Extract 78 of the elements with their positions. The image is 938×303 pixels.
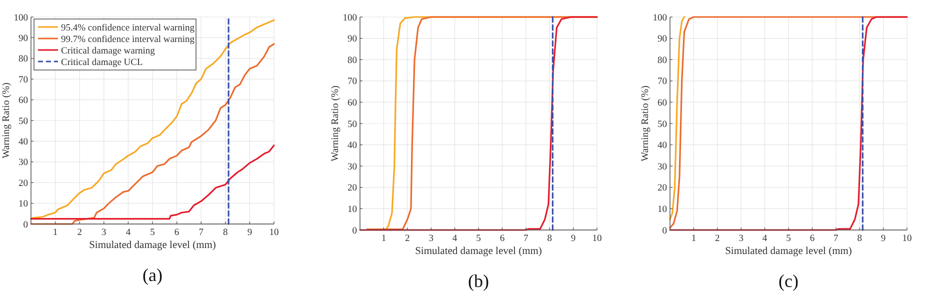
x-tick-label: 1 [691, 234, 696, 244]
x-tick-label: 9 [570, 234, 576, 244]
legend-label: Critical damage UCL [61, 58, 143, 68]
y-tick-label: 70 [658, 77, 668, 88]
y-tick-label: 100 [14, 13, 28, 24]
y-tick-label: 30 [658, 162, 668, 172]
x-tick-label: 10 [269, 228, 279, 238]
y-tick-label: 0 [352, 226, 358, 236]
y-tick-label: 60 [18, 96, 28, 106]
y-tick-label: 20 [658, 184, 668, 194]
y-tick-label: 50 [348, 120, 358, 130]
x-tick-label: 3 [102, 228, 107, 238]
y-axis-title: Warning Ratio (%) [1, 82, 12, 158]
x-tick-label: 10 [592, 234, 602, 244]
x-tick-label: 8 [547, 234, 552, 244]
y-tick-label: 70 [348, 77, 358, 88]
y-tick-label: 20 [348, 184, 358, 194]
y-tick-label: 30 [348, 162, 358, 172]
x-tick-label: 10 [902, 234, 912, 244]
y-tick-label: 60 [658, 98, 668, 108]
y-tick-label: 40 [18, 138, 28, 148]
x-tick-label: 1 [381, 234, 386, 244]
x-tick-label: 2 [715, 234, 720, 244]
y-tick-label: 70 [18, 75, 28, 86]
x-tick-label: 9 [880, 234, 886, 244]
x-tick-label: 8 [223, 228, 228, 238]
x-tick-label: 7 [834, 234, 839, 244]
x-tick-label: 4 [126, 228, 131, 238]
y-tick-label: 80 [18, 54, 28, 65]
y-tick-label: 40 [348, 141, 358, 152]
y-tick-label: 0 [23, 220, 28, 230]
x-tick-label: 1 [52, 228, 58, 238]
x-tick-label: 6 [500, 234, 505, 244]
y-tick-label: 60 [348, 98, 358, 108]
x-tick-label: 3 [428, 234, 434, 244]
y-tick-label: 90 [658, 34, 668, 45]
y-axis-title: Warning Ratio (%) [640, 86, 651, 162]
y-tick-label: 20 [18, 178, 28, 189]
y-tick-label: 80 [348, 56, 358, 66]
x-axis-title: Simulated damage level (mm) [415, 246, 542, 257]
x-tick-label: 7 [198, 228, 204, 238]
y-tick-label: 50 [658, 120, 668, 130]
x-tick-label: 2 [77, 228, 82, 238]
x-tick-label: 2 [405, 234, 410, 244]
x-tick-label: 5 [476, 234, 482, 244]
y-tick-label: 50 [18, 116, 28, 127]
line-series [669, 16, 686, 220]
y-tick-label: 10 [18, 200, 28, 210]
text: (b) [468, 271, 489, 291]
text: (a) [142, 265, 162, 285]
x-tick-label: 6 [810, 234, 815, 244]
x-tick-label: 8 [857, 234, 862, 244]
line-series [30, 144, 275, 220]
x-tick-label: 5 [786, 234, 792, 244]
y-tick-label: 100 [652, 13, 668, 24]
y-tick-label: 40 [658, 141, 668, 152]
y-tick-label: 90 [18, 34, 28, 44]
y-tick-label: 0 [662, 226, 668, 236]
x-tick-label: 5 [150, 228, 156, 238]
y-tick-label: 10 [348, 205, 358, 215]
x-tick-label: 3 [738, 234, 744, 244]
y-tick-label: 90 [348, 34, 358, 45]
x-tick-label: 7 [524, 234, 529, 244]
y-tick-label: 100 [342, 13, 358, 24]
legend-label: Critical damage warning [61, 46, 156, 56]
text: (c) [778, 271, 798, 291]
y-tick-label: 80 [658, 56, 668, 66]
x-axis-title: Simulated damage level (mm) [725, 246, 852, 257]
y-tick-label: 10 [658, 205, 668, 215]
x-tick-label: 6 [174, 228, 180, 238]
x-axis-title: Simulated damage level (mm) [89, 240, 216, 251]
y-axis-title: Warning Ratio (%) [330, 86, 341, 162]
x-tick-label: 4 [762, 234, 768, 244]
y-tick-label: 30 [18, 158, 28, 168]
x-tick-label: 9 [247, 228, 252, 238]
legend-label: 99.7% confidence interval warning [61, 35, 195, 45]
legend-label: 95.4% confidence interval warning [61, 24, 195, 34]
x-tick-label: 4 [452, 234, 458, 244]
